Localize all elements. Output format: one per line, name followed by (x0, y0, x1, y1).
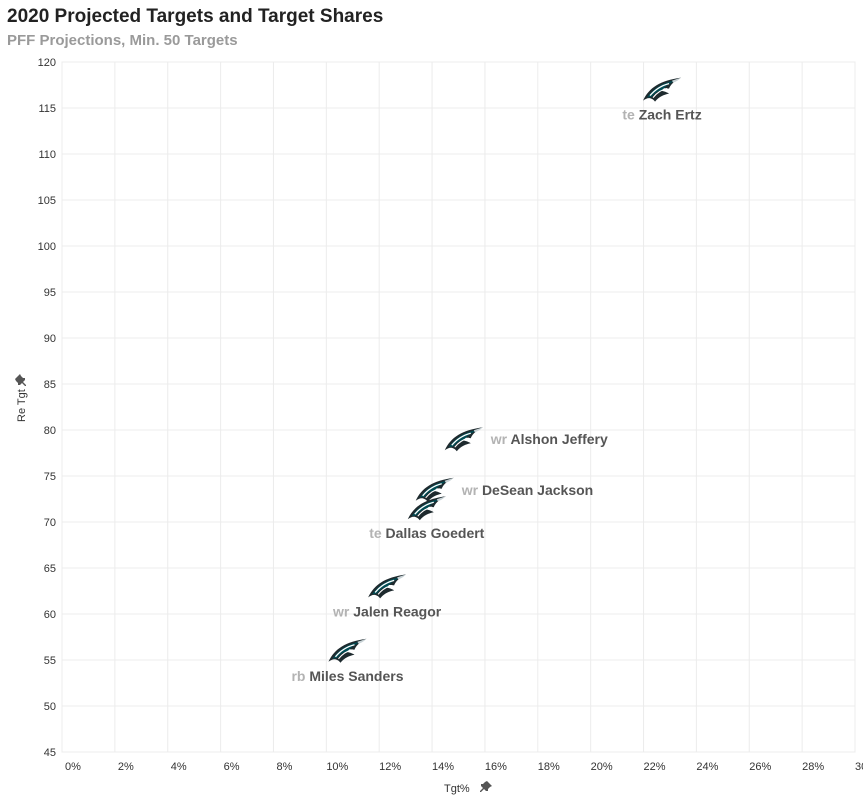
position-label: te (369, 525, 385, 541)
x-axis-title: Tgt% (444, 783, 470, 795)
grid-lines (61, 61, 856, 753)
x-tick-label: 8% (277, 761, 293, 773)
player-name-label: DeSean Jackson (482, 482, 593, 498)
point-label: rb Miles Sanders (291, 668, 403, 684)
y-tick-label: 90 (44, 333, 56, 345)
x-tick-label: 0% (65, 761, 81, 773)
position-label: rb (291, 668, 309, 684)
chart-title: 2020 Projected Targets and Target Shares (7, 6, 384, 27)
x-tick-label: 20% (591, 761, 613, 773)
data-point[interactable]: wr Jalen Reagor (332, 573, 442, 619)
x-tick-label: 18% (538, 761, 560, 773)
x-tick-label: 6% (224, 761, 240, 773)
pin-icon[interactable] (15, 374, 26, 386)
x-tick-label: 28% (802, 761, 824, 773)
x-tick-label: 30% (855, 761, 863, 773)
chart-subtitle: PFF Projections, Min. 50 Targets (7, 32, 238, 49)
eagle-logo-icon[interactable] (415, 477, 455, 503)
x-tick-label: 4% (171, 761, 187, 773)
x-tick-label: 12% (379, 761, 401, 773)
y-tick-label: 75 (44, 471, 56, 483)
position-label: wr (461, 482, 482, 498)
y-tick-label: 50 (44, 701, 56, 713)
x-tick-label: 26% (749, 761, 771, 773)
x-tick-label: 2% (118, 761, 134, 773)
axis-ticks: 0% 2% 4% 6% 8% 10% 12% 14% 16% 18% 20% 22% 24% 26% 28%… (38, 57, 863, 773)
y-tick-label: 45 (44, 747, 56, 759)
y-tick-label: 70 (44, 517, 56, 529)
player-name-label: Miles Sanders (309, 668, 403, 684)
data-point[interactable]: wr Alshon Jeffery (444, 426, 608, 452)
y-tick-label: 60 (44, 609, 56, 621)
eagle-logo-icon[interactable] (642, 76, 682, 103)
axis-titles: Tgt% Re Tgt (15, 374, 492, 795)
data-point[interactable]: te Zach Ertz (622, 76, 702, 123)
point-label: wr DeSean Jackson (461, 482, 594, 498)
player-name-label: Zach Ertz (639, 107, 702, 123)
y-axis-title: Re Tgt (16, 389, 28, 422)
y-tick-label: 80 (44, 425, 56, 437)
x-tick-label: 22% (644, 761, 666, 773)
y-tick-label: 115 (38, 103, 56, 115)
y-tick-label: 110 (38, 149, 56, 161)
point-label: te Dallas Goedert (369, 525, 484, 541)
position-label: wr (490, 431, 511, 447)
x-tick-label: 10% (326, 761, 348, 773)
player-name-label: Jalen Reagor (353, 603, 441, 619)
point-label: wr Jalen Reagor (332, 603, 442, 619)
plot-frame (61, 61, 856, 753)
position-label: te (622, 107, 638, 123)
y-tick-label: 95 (44, 287, 56, 299)
y-tick-label: 85 (44, 379, 56, 391)
player-name-label: Alshon Jeffery (511, 431, 608, 447)
y-tick-label: 65 (44, 563, 56, 575)
x-tick-label: 14% (432, 761, 454, 773)
pin-icon[interactable] (480, 781, 492, 792)
position-label: wr (332, 603, 353, 619)
point-label: wr Alshon Jeffery (490, 431, 608, 447)
y-tick-label: 55 (44, 655, 56, 667)
y-tick-label: 100 (38, 241, 56, 253)
x-tick-label: 16% (485, 761, 507, 773)
x-tick-label: 24% (696, 761, 718, 773)
eagle-logo-icon[interactable] (367, 573, 407, 600)
player-name-label: Dallas Goedert (386, 525, 485, 541)
data-point[interactable]: wr DeSean Jackson (415, 477, 594, 503)
y-tick-label: 120 (38, 57, 56, 69)
eagle-logo-icon[interactable] (444, 426, 484, 452)
y-tick-label: 105 (38, 195, 56, 207)
data-point[interactable]: rb Miles Sanders (291, 638, 404, 684)
point-label: te Zach Ertz (622, 107, 701, 123)
data-point[interactable]: te Dallas Goedert (369, 495, 485, 541)
eagle-logo-icon[interactable] (327, 638, 368, 664)
